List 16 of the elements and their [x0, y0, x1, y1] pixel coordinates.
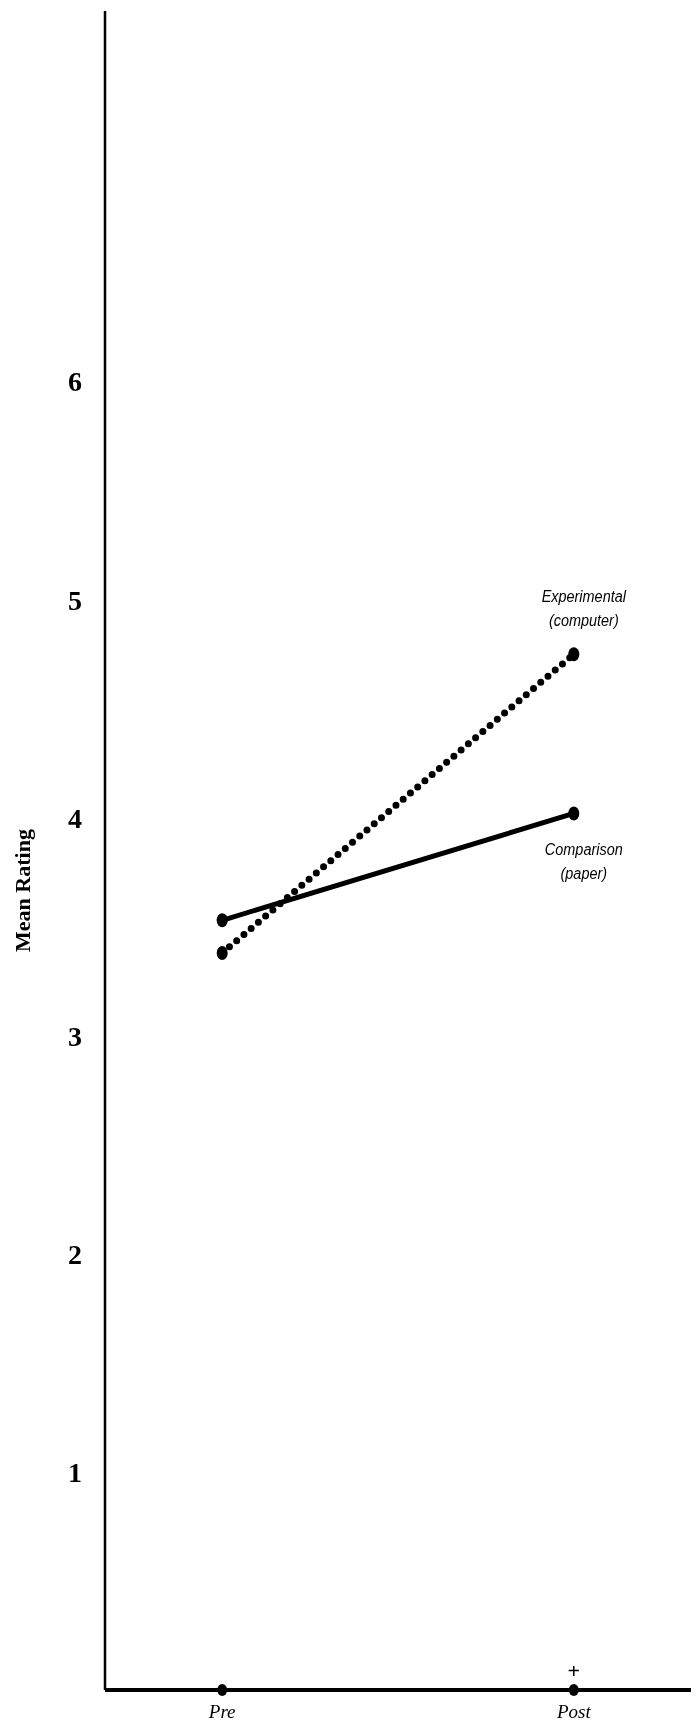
point [568, 647, 580, 662]
y-tick-label: 5 [68, 584, 82, 616]
y-tick-label: 6 [68, 366, 82, 398]
x-tick-label: Post [555, 1701, 592, 1722]
y-tick-label: 3 [68, 1020, 82, 1052]
y-axis-title: Mean Rating [10, 829, 35, 952]
annotation: + [567, 1658, 581, 1683]
y-tick-label: 2 [68, 1238, 82, 1270]
x-tick-label: Pre [207, 1701, 236, 1722]
series-label: Comparison (paper) [544, 840, 623, 883]
point [216, 913, 228, 928]
point [216, 945, 228, 960]
text: Experimental (computer) [541, 587, 627, 630]
point [568, 806, 580, 821]
y-tick-label: 1 [68, 1456, 82, 1488]
y-tick-label: 4 [68, 802, 82, 834]
